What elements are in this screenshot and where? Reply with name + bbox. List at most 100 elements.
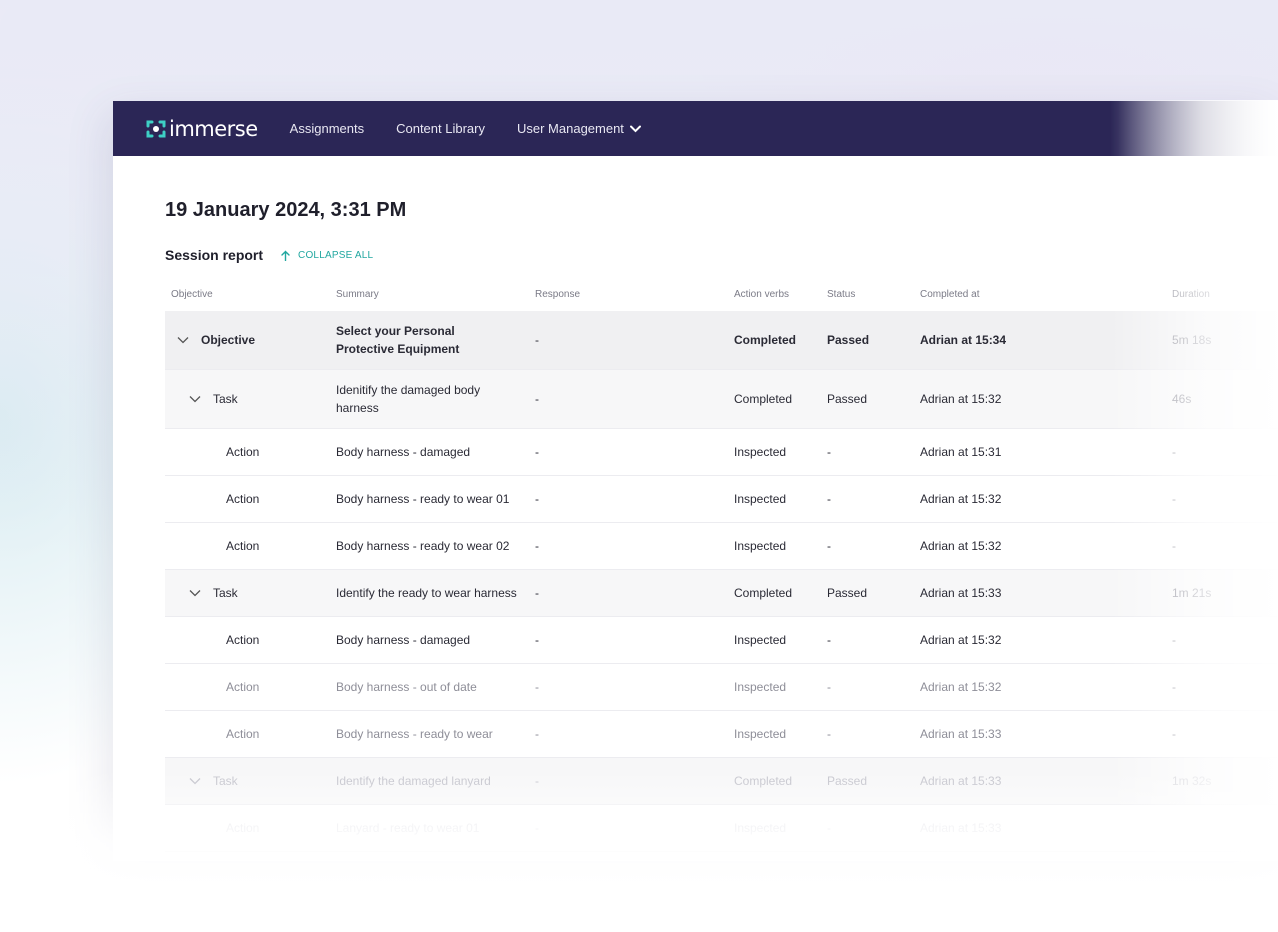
chevron-down-icon[interactable]	[189, 777, 201, 785]
row-completed-at: Adrian at 15:32	[920, 680, 1002, 694]
table-row-action[interactable]: Action Body harness - damaged - Inspecte…	[165, 617, 1278, 664]
row-completed-at: Adrian at 15:33	[920, 774, 1002, 788]
row-action-verb: Completed	[734, 392, 793, 406]
row-response: -	[535, 774, 539, 788]
row-duration: 5m 18s	[1172, 333, 1212, 347]
row-summary: Identify the ready to wear harness	[336, 586, 517, 600]
row-summary: Idenitify the damaged body harness	[336, 383, 481, 415]
section-title: Session report	[165, 247, 264, 263]
row-summary: Body harness - damaged	[336, 445, 471, 459]
header-completed-at[interactable]: Completed at	[920, 289, 980, 300]
row-completed-at: Adrian at 15:33	[920, 821, 1002, 835]
row-summary: Identify the damaged lanyard	[336, 774, 491, 788]
row-status: -	[827, 727, 831, 741]
row-status: -	[827, 633, 831, 647]
row-status: Passed	[827, 586, 868, 600]
row-type-cell: Objective	[165, 311, 255, 369]
top-nav: immerse Assignments Content Library User…	[113, 101, 1278, 156]
row-type: Task	[213, 774, 238, 788]
header-action-verbs[interactable]: Action verbs	[734, 289, 790, 300]
header-summary[interactable]: Summary	[336, 289, 379, 300]
table-row-action[interactable]: Action Body harness - ready to wear 01 -…	[165, 476, 1278, 523]
row-type: Action	[226, 492, 260, 506]
row-completed-at: Adrian at 15:32	[920, 633, 1002, 647]
table-row-objective[interactable]: Objective Select your Personal Protectiv…	[165, 311, 1278, 370]
table-header: Objective Summary Response Action verbs …	[165, 287, 1278, 307]
row-duration: -	[1172, 539, 1176, 553]
header-objective[interactable]: Objective	[171, 289, 213, 300]
table-row-task[interactable]: Task Identify the damaged lanyard - Comp…	[165, 758, 1278, 805]
brand-logo[interactable]: immerse	[146, 117, 258, 141]
row-summary: Lanyard - ready to wear 01	[336, 821, 480, 835]
row-completed-at: Adrian at 15:33	[920, 586, 1002, 600]
row-type: Task	[213, 586, 238, 600]
row-status: Passed	[827, 333, 870, 347]
row-action-verb: Completed	[734, 586, 793, 600]
row-response: -	[535, 492, 539, 506]
row-summary: Body harness - ready to wear 02	[336, 539, 510, 553]
row-duration: -	[1172, 727, 1176, 741]
row-type: Action	[226, 633, 260, 647]
arrow-up-icon	[281, 250, 290, 261]
row-response: -	[535, 727, 539, 741]
row-completed-at: Adrian at 15:32	[920, 539, 1002, 553]
row-response: -	[535, 333, 539, 347]
row-duration: -	[1172, 680, 1176, 694]
main-content: 19 January 2024, 3:31 PM Session report …	[113, 199, 1278, 852]
row-completed-at: Adrian at 15:32	[920, 492, 1002, 506]
header-response[interactable]: Response	[535, 289, 581, 300]
chevron-down-icon[interactable]	[189, 589, 201, 597]
row-response: -	[535, 633, 539, 647]
table-row-task[interactable]: Task Identify the ready to wear harness …	[165, 570, 1278, 617]
row-type: Action	[226, 539, 260, 553]
header-status[interactable]: Status	[827, 289, 856, 300]
header-duration[interactable]: Duration	[1172, 289, 1210, 300]
row-summary: Body harness - ready to wear 01	[336, 492, 510, 506]
row-type: Action	[226, 821, 260, 835]
nav-content-library[interactable]: Content Library	[396, 121, 485, 136]
row-summary: Body harness - out of date	[336, 680, 477, 694]
table-row-task[interactable]: Task Idenitify the damaged body harness …	[165, 370, 1278, 429]
row-action-verb: Inspected	[734, 680, 787, 694]
row-completed-at: Adrian at 15:33	[920, 727, 1002, 741]
nav-edge-fade	[1118, 101, 1278, 156]
row-action-verb: Inspected	[734, 633, 787, 647]
row-response: -	[535, 539, 539, 553]
row-status: -	[827, 680, 831, 694]
row-duration: -	[1172, 492, 1176, 506]
table-row-action[interactable]: Action Body harness - damaged - Inspecte…	[165, 429, 1278, 476]
row-type-cell: Task	[165, 758, 238, 804]
chevron-down-icon[interactable]	[177, 336, 189, 344]
row-status: Passed	[827, 392, 868, 406]
row-response: -	[535, 392, 539, 406]
row-duration: 1m 32s	[1172, 774, 1212, 788]
row-type: Objective	[201, 333, 256, 347]
row-status: -	[827, 445, 831, 459]
row-response: -	[535, 680, 539, 694]
chevron-down-icon[interactable]	[189, 395, 201, 403]
row-action-verb: Completed	[734, 333, 797, 347]
row-type: Task	[213, 392, 238, 406]
row-status: -	[827, 821, 831, 835]
collapse-all-label: COLLAPSE ALL	[298, 249, 374, 261]
row-duration: -	[1172, 445, 1176, 459]
nav-assignments[interactable]: Assignments	[289, 121, 365, 136]
row-status: Passed	[827, 774, 868, 788]
table-row-action[interactable]: Action Body harness - ready to wear - In…	[165, 711, 1278, 758]
row-type: Action	[226, 727, 260, 741]
row-summary: Select your Personal Protective Equipmen…	[336, 324, 460, 356]
row-summary: Body harness - ready to wear	[336, 727, 493, 741]
table-row-action[interactable]: Action Lanyard - ready to wear 01 - Insp…	[165, 805, 1278, 852]
nav-user-management[interactable]: User Management	[517, 121, 641, 136]
table-row-action[interactable]: Action Body harness - out of date - Insp…	[165, 664, 1278, 711]
table-row-action[interactable]: Action Body harness - ready to wear 02 -…	[165, 523, 1278, 570]
brand-name: immerse	[169, 116, 258, 141]
row-completed-at: Adrian at 15:31	[920, 445, 1002, 459]
collapse-all-button[interactable]: COLLAPSE ALL	[281, 250, 373, 261]
session-table: Objective Select your Personal Protectiv…	[165, 311, 1278, 852]
row-action-verb: Completed	[734, 774, 793, 788]
row-response: -	[535, 445, 539, 459]
section-header: Session report COLLAPSE ALL	[165, 247, 1278, 263]
row-status: -	[827, 492, 831, 506]
row-completed-at: Adrian at 15:34	[920, 333, 1007, 347]
